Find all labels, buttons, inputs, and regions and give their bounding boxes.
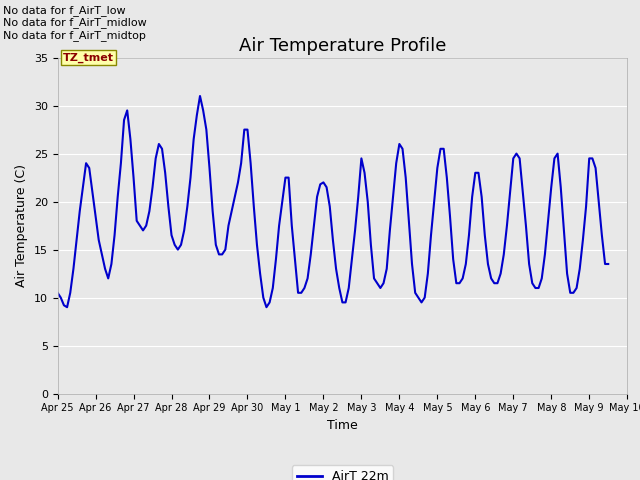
Title: Air Temperature Profile: Air Temperature Profile [239,36,446,55]
Legend: AirT 22m: AirT 22m [292,465,393,480]
Text: No data for f_AirT_low
No data for f_AirT_midlow
No data for f_AirT_midtop: No data for f_AirT_low No data for f_Air… [3,5,147,41]
Y-axis label: Air Temperature (C): Air Temperature (C) [15,164,28,287]
X-axis label: Time: Time [327,419,358,432]
Text: TZ_tmet: TZ_tmet [63,52,114,63]
